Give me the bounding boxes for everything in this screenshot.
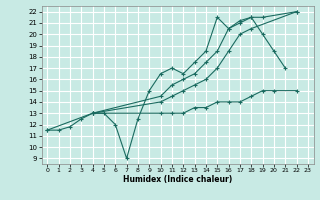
X-axis label: Humidex (Indice chaleur): Humidex (Indice chaleur) bbox=[123, 175, 232, 184]
